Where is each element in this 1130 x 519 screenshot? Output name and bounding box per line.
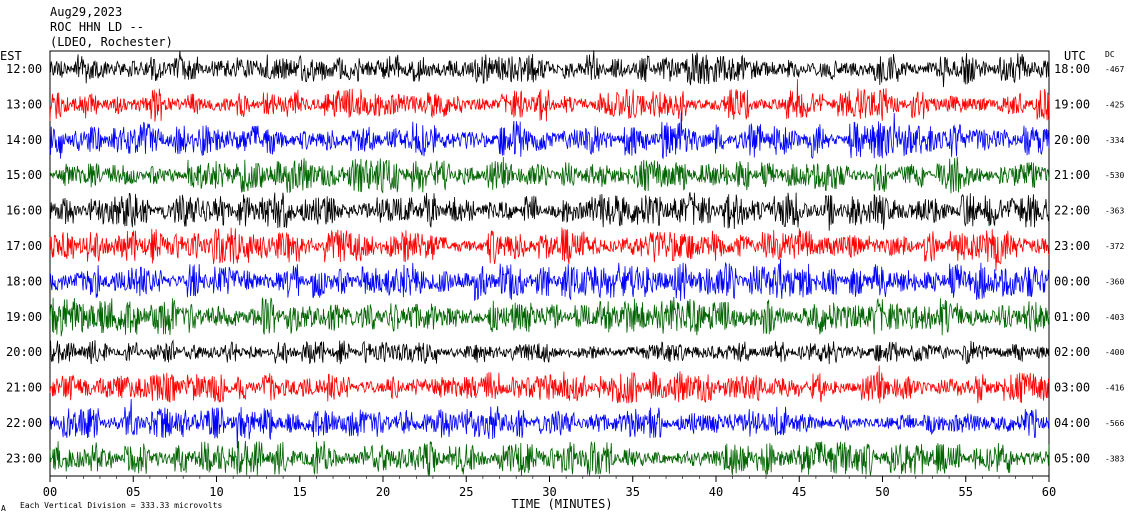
trace-group: [49, 50, 1050, 477]
utc-tick-label: 00:00: [1054, 274, 1090, 288]
est-tick-label: 12:00: [6, 62, 42, 76]
seismic-trace: [49, 192, 1050, 231]
utc-tick-label: 04:00: [1054, 416, 1090, 430]
utc-tick-label: 22:00: [1054, 204, 1090, 218]
utc-tick-label: 20:00: [1054, 133, 1090, 147]
est-tick-label: 16:00: [6, 204, 42, 218]
dc-value-label: -360: [1105, 277, 1124, 286]
utc-tick-label: 03:00: [1054, 381, 1090, 395]
seismic-trace: [49, 258, 1050, 302]
utc-tick-label: 05:00: [1054, 451, 1090, 465]
chart-date: Aug29,2023: [50, 5, 122, 19]
x-tick-label: 40: [709, 485, 723, 499]
x-tick-label: 50: [875, 485, 889, 499]
x-tick-label: 10: [209, 485, 223, 499]
dc-value-label: -566: [1105, 419, 1124, 428]
x-tick-label: 05: [126, 485, 140, 499]
dc-axis-label: DC: [1105, 50, 1115, 59]
x-tick-label: 45: [792, 485, 806, 499]
seismic-trace: [49, 440, 1050, 477]
utc-axis-label: UTC: [1064, 49, 1086, 63]
seismic-trace: [49, 296, 1050, 337]
dc-value-label: -400: [1105, 348, 1124, 357]
x-axis-ticks: 00 05 10 15 20 25 30 35 40 45 50 55 60: [43, 476, 1056, 499]
est-tick-label: 20:00: [6, 345, 42, 359]
dc-value-label: -530: [1105, 171, 1124, 180]
seismic-trace: [49, 398, 1050, 449]
dc-value-label: -467: [1105, 65, 1124, 74]
est-tick-label: 17:00: [6, 239, 42, 253]
est-tick-label: 19:00: [6, 310, 42, 324]
utc-tick-labels: 18:00 19:00 20:00 21:00 22:00 23:00 00:00 01:00…: [1054, 62, 1090, 465]
x-tick-label: 20: [376, 485, 390, 499]
utc-tick-label: 18:00: [1054, 62, 1090, 76]
chart-location: (LDEO, Rochester): [50, 35, 173, 49]
dc-value-label: -334: [1105, 136, 1124, 145]
est-tick-label: 13:00: [6, 97, 42, 111]
x-tick-label: 55: [959, 485, 973, 499]
seismic-trace: [49, 339, 1050, 365]
x-tick-label: 25: [459, 485, 473, 499]
seismic-trace: [49, 156, 1050, 194]
dc-value-label: -425: [1105, 100, 1124, 109]
chart-station: ROC HHN LD --: [50, 20, 144, 34]
est-tick-label: 23:00: [6, 451, 42, 465]
dc-value-label: -363: [1105, 207, 1124, 216]
seismic-trace: [49, 112, 1050, 160]
scale-note: Each Vertical Division = 333.33 microvol…: [20, 501, 222, 510]
seismic-trace: [49, 227, 1050, 271]
x-tick-label: 60: [1042, 485, 1056, 499]
seismic-trace: [49, 365, 1050, 404]
est-tick-labels: 12:00 13:00 14:00 15:00 16:00 17:00 18:00 19:00…: [6, 62, 42, 465]
est-axis-label: EST: [0, 49, 22, 63]
utc-tick-label: 21:00: [1054, 168, 1090, 182]
est-tick-label: 18:00: [6, 274, 42, 288]
utc-tick-label: 01:00: [1054, 310, 1090, 324]
dc-value-label: -383: [1105, 454, 1124, 463]
dc-value-label: -403: [1105, 313, 1124, 322]
dc-value-label: -416: [1105, 384, 1124, 393]
x-tick-label: 15: [293, 485, 307, 499]
x-tick-label: 00: [43, 485, 57, 499]
x-axis-title: TIME (MINUTES): [511, 497, 612, 511]
est-tick-label: 21:00: [6, 381, 42, 395]
est-tick-label: 14:00: [6, 133, 42, 147]
x-tick-label: 35: [626, 485, 640, 499]
dc-value-labels: -467 -425 -334 -530 -363 -372 -360 -403 -400 -416…: [1105, 65, 1124, 463]
utc-tick-label: 23:00: [1054, 239, 1090, 253]
corner-mark: A: [1, 504, 6, 513]
dc-value-label: -372: [1105, 242, 1124, 251]
est-tick-label: 22:00: [6, 416, 42, 430]
est-tick-label: 15:00: [6, 168, 42, 182]
utc-tick-label: 19:00: [1054, 97, 1090, 111]
seismic-trace: [49, 50, 1050, 88]
utc-tick-label: 02:00: [1054, 345, 1090, 359]
seismic-trace: [49, 79, 1050, 122]
x-tick-label: 30: [542, 485, 556, 499]
